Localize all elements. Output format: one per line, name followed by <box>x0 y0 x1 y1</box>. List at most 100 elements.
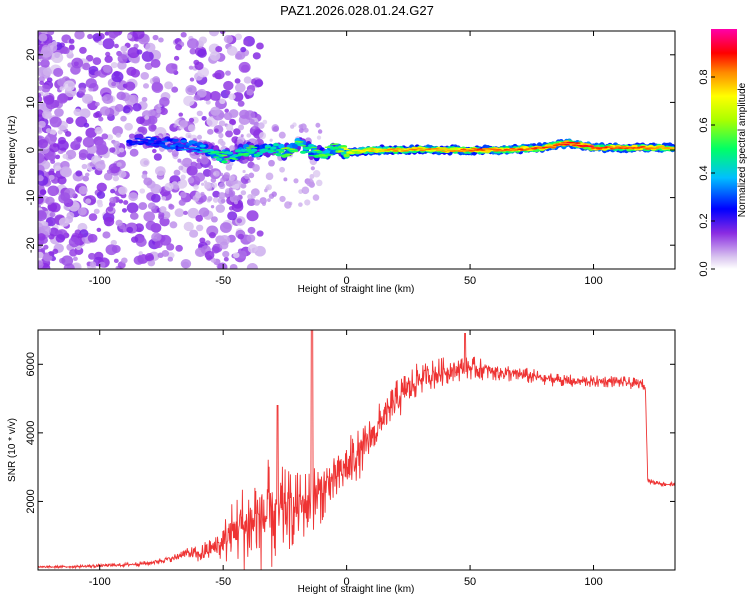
noise-cell <box>45 128 52 134</box>
noise-cell <box>171 149 179 157</box>
ridge-cell <box>359 151 367 153</box>
ridge-cell <box>142 142 149 144</box>
noise-cell <box>237 233 244 240</box>
ridge-cell <box>346 151 353 153</box>
noise-cell <box>88 213 98 221</box>
noise-cell <box>244 110 256 121</box>
ridge-cell <box>248 145 255 147</box>
ridge-cell <box>308 143 315 148</box>
noise-cell <box>301 186 310 195</box>
ridge-cell <box>161 140 168 143</box>
ridge-cell <box>389 148 396 150</box>
noise-cell <box>38 139 49 149</box>
noise-cell <box>153 153 162 161</box>
noise-cell <box>238 124 245 131</box>
noise-cell <box>207 128 214 135</box>
ridge-cell <box>332 146 339 150</box>
ridge-cell <box>172 138 179 142</box>
noise-cell <box>279 195 286 203</box>
noise-cell <box>215 46 223 53</box>
noise-cell <box>225 130 233 138</box>
ridge-cell <box>560 141 568 144</box>
noise-cell <box>159 97 170 107</box>
ridge-cell <box>240 148 247 152</box>
noise-cell <box>187 124 196 132</box>
y-tick-label: 6000 <box>25 352 37 376</box>
noise-cell <box>156 108 162 114</box>
noise-cell <box>115 132 122 138</box>
noise-cell <box>38 251 44 259</box>
noise-cell <box>161 250 170 257</box>
noise-cell <box>269 138 273 142</box>
ridge-cell <box>145 136 152 139</box>
noise-cell <box>43 244 49 250</box>
noise-cell <box>98 261 106 268</box>
noise-cell <box>204 182 211 189</box>
noise-cell <box>227 211 238 221</box>
ridge-cell <box>305 151 312 153</box>
noise-cell <box>247 179 251 183</box>
noise-cell <box>225 164 233 171</box>
noise-cell <box>237 250 247 259</box>
noise-cell <box>134 223 145 233</box>
noise-cell <box>147 115 158 125</box>
noise-cell <box>179 119 188 128</box>
noise-cell <box>229 263 238 269</box>
spectrogram-y-ticks: -20 -10 0 10 20 <box>25 49 675 253</box>
noise-cell <box>127 47 140 59</box>
noise-cell <box>196 158 202 163</box>
noise-cell <box>117 54 128 64</box>
noise-cell <box>85 54 94 62</box>
noise-cell <box>265 184 272 191</box>
noise-cell <box>119 147 125 153</box>
ridge-cell <box>441 150 448 153</box>
noise-cell <box>112 125 124 136</box>
noise-cell <box>175 244 183 252</box>
ridge-cell <box>563 143 570 146</box>
noise-cell <box>228 190 236 197</box>
noise-cell <box>194 172 206 182</box>
noise-cell <box>223 80 234 91</box>
ridge-cell <box>264 146 272 149</box>
noise-cell <box>49 142 60 153</box>
ridge-cell <box>438 148 445 151</box>
noise-cell <box>41 84 51 93</box>
noise-cell <box>123 200 129 205</box>
ridge-cell <box>443 148 451 150</box>
ridge-cell <box>161 145 168 149</box>
noise-cell <box>41 110 52 120</box>
noise-cell <box>174 208 185 218</box>
ridge-cell <box>557 143 565 146</box>
ridge-cell <box>571 144 578 147</box>
ridge-cell <box>460 148 467 151</box>
noise-cell <box>106 134 114 141</box>
noise-cell <box>102 94 114 105</box>
noise-cell <box>120 115 127 122</box>
noise-cell <box>272 125 279 132</box>
noise-cell <box>219 98 226 105</box>
ridge-cell <box>226 151 234 155</box>
noise-cell <box>210 257 217 263</box>
noise-cell <box>290 124 295 129</box>
noise-cell <box>226 46 238 56</box>
noise-cell <box>138 202 148 211</box>
noise-cell <box>150 124 157 131</box>
noise-cell <box>256 42 264 50</box>
noise-cell <box>49 129 57 136</box>
noise-cell <box>85 127 97 139</box>
x-tick-label: 100 <box>584 576 602 588</box>
noise-cell <box>200 191 205 197</box>
noise-cell <box>233 183 240 190</box>
ridge-cell <box>221 160 228 164</box>
ridge-cell <box>299 144 307 147</box>
noise-cell <box>201 182 205 186</box>
noise-cell <box>219 172 224 177</box>
noise-cell <box>135 237 147 247</box>
noise-cell <box>195 191 199 195</box>
noise-cell <box>93 208 100 215</box>
noise-cell <box>193 94 201 101</box>
noise-cell <box>250 193 256 199</box>
ridge-cell <box>134 138 141 140</box>
noise-cell <box>231 201 244 213</box>
